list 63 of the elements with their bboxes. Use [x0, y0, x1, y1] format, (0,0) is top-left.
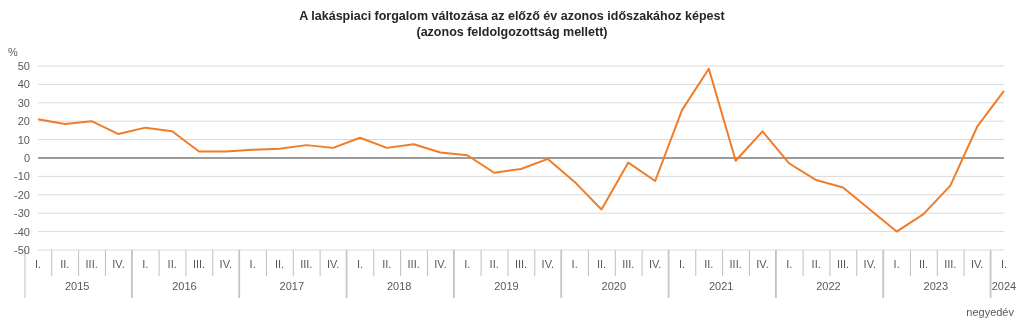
- x-tick-label: II.: [382, 258, 392, 270]
- text: 2021: [708, 280, 734, 292]
- y-tick-label: 30: [17, 96, 30, 109]
- x-tick-label: II.: [167, 258, 177, 270]
- x-tick-label: II.: [811, 258, 821, 270]
- y-tick-label: -50: [14, 243, 30, 256]
- x-tick-label: IV.: [970, 258, 984, 270]
- x-tick-label: III.: [944, 258, 957, 270]
- x-tick-label: IV.: [219, 258, 233, 270]
- x-tick-label: I.: [893, 258, 900, 270]
- y-axis-title: %: [8, 46, 18, 58]
- x-tick-label: III.: [407, 258, 420, 270]
- chart-subtitle: (azonos feldolgozottság mellett): [415, 24, 609, 40]
- text: 2020: [601, 280, 627, 292]
- x-tick-label: IV.: [648, 258, 662, 270]
- x-tick-label: I.: [571, 258, 578, 270]
- x-tick-label: II.: [704, 258, 714, 270]
- x-tick-label: I.: [678, 258, 686, 270]
- text: 2017: [279, 280, 305, 292]
- x-tick-label: I.: [356, 258, 364, 270]
- x-tick-label: IV.: [112, 258, 125, 270]
- y-tick-label: 20: [17, 115, 30, 128]
- x-tick-label: II.: [596, 258, 607, 270]
- x-tick-label: II.: [918, 258, 929, 270]
- x-tick-label: IV.: [434, 258, 447, 270]
- x-tick-label: III.: [836, 258, 850, 270]
- text: 2019: [494, 280, 519, 292]
- x-tick-label: I.: [786, 258, 793, 270]
- text: 2023: [923, 280, 949, 292]
- text: 2016: [172, 280, 197, 292]
- x-tick-label: III.: [85, 258, 98, 270]
- y-tick-label: -20: [14, 188, 30, 201]
- x-tick-label: IV.: [326, 258, 340, 270]
- x-axis-title: negyedév: [966, 306, 1014, 318]
- text: 2022: [816, 280, 841, 292]
- y-tick-label: 10: [17, 133, 30, 146]
- chart-title: A lakáspiaci forgalom változása az előző év azonos időszakához képest: [298, 8, 726, 24]
- x-tick-label: II.: [489, 258, 499, 270]
- text: 2018: [386, 280, 412, 292]
- x-tick-label: II.: [274, 258, 285, 270]
- y-tick-label: 50: [17, 59, 30, 72]
- x-tick-label: I.: [464, 258, 471, 270]
- x-tick-label: I.: [34, 258, 42, 270]
- y-tick-label: 40: [17, 78, 30, 91]
- x-tick-label: I.: [1000, 258, 1008, 270]
- x-tick-label: IV.: [756, 258, 769, 270]
- y-tick-label: -30: [14, 207, 30, 220]
- x-tick-label: III.: [622, 258, 635, 270]
- text: 2024: [991, 280, 1017, 292]
- y-tick-label: -40: [14, 225, 30, 238]
- x-tick-label: III.: [729, 258, 742, 270]
- x-tick-label: III.: [300, 258, 313, 270]
- y-tick-label: 0: [23, 151, 30, 164]
- x-tick-label: IV.: [863, 258, 877, 270]
- x-tick-label: III.: [192, 258, 206, 270]
- text: 2015: [64, 280, 90, 292]
- x-tick-label: I.: [249, 258, 256, 270]
- x-tick-label: III.: [514, 258, 528, 270]
- x-tick-label: I.: [142, 258, 149, 270]
- x-tick-label: II.: [60, 258, 70, 270]
- line-series: [37, 67, 1005, 233]
- y-tick-label: -10: [14, 170, 30, 183]
- x-tick-label: IV.: [541, 258, 555, 270]
